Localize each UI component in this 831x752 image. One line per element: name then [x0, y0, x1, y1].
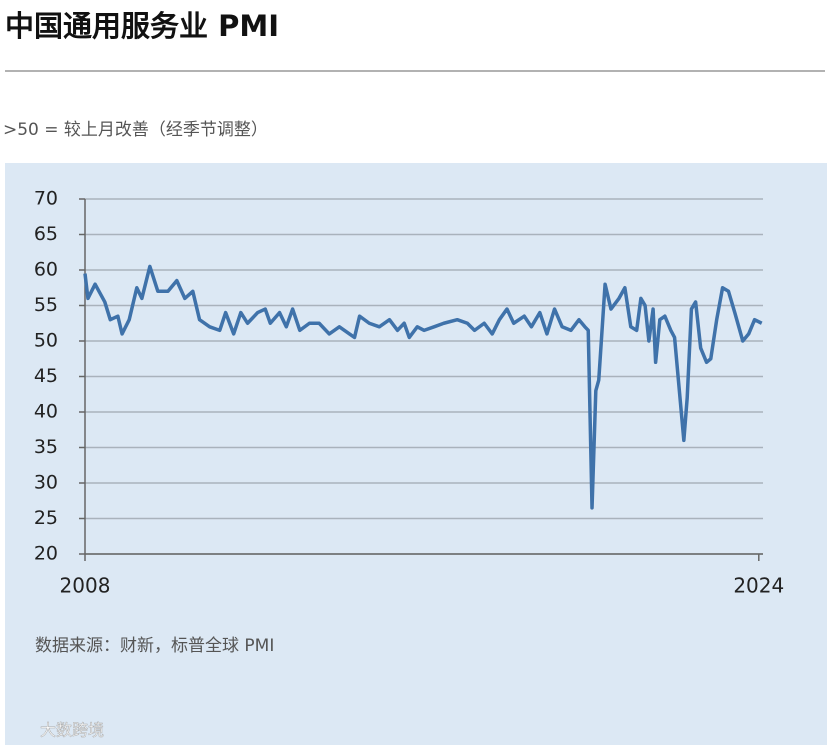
y-tick-label: 55 — [34, 294, 58, 316]
y-tick-label: 20 — [34, 543, 58, 565]
y-tick-label: 40 — [34, 401, 58, 423]
source: 数据来源：财新，标普全球 PMI — [35, 636, 274, 656]
plot-panel — [5, 163, 827, 745]
y-tick-label: 45 — [34, 365, 58, 387]
x-tick-label: 2008 — [60, 574, 111, 598]
y-tick-label: 25 — [34, 507, 58, 529]
y-tick-label: 35 — [34, 436, 58, 458]
chart-title: 中国通用服务业 PMI — [5, 9, 279, 43]
watermark: 大数跨境 — [40, 721, 104, 740]
y-tick-label: 30 — [34, 472, 58, 494]
y-tick-label: 50 — [34, 330, 58, 352]
subtitle: >50 = 较上月改善（经季节调整） — [3, 120, 268, 140]
y-tick-label: 60 — [34, 259, 58, 281]
x-tick-label: 2024 — [733, 574, 784, 598]
y-tick-label: 70 — [34, 188, 58, 210]
data-line — [83, 264, 763, 510]
y-tick-label: 65 — [34, 223, 58, 245]
